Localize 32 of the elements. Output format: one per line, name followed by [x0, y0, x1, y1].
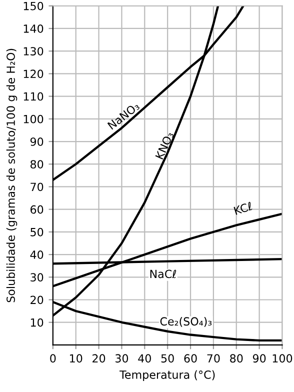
x-tick-label: 70 [207, 354, 220, 363]
y-tick-label: 120 [24, 70, 44, 78]
y-tick-label: 130 [24, 47, 44, 56]
text: KNO₃ [155, 131, 174, 160]
y-tick-label: 30 [30, 273, 44, 282]
x-tick-label: 30 [115, 354, 128, 363]
y-tick-label: 40 [30, 250, 44, 259]
y-tick-label: 100 [24, 114, 44, 124]
y-tick-label: 50 [30, 228, 44, 236]
x-tick-label: 10 [70, 354, 82, 363]
x-tick-label: 20 [92, 354, 106, 363]
x-tick-label: 100 [272, 354, 292, 363]
y-tick-label: 80 [30, 160, 44, 168]
x-tick-label: 90 [252, 354, 266, 363]
x-tick-label: 50 [161, 354, 174, 363]
text: KCℓ [234, 202, 253, 215]
y-tick-label: 70 [30, 182, 44, 192]
x-tick-label: 40 [138, 354, 151, 363]
series-label: NaCℓ [150, 270, 176, 278]
y-tick-label: 20 [30, 296, 44, 304]
x-tick-label: 60 [184, 354, 197, 363]
x-tick-label: 0 [50, 354, 56, 363]
y-axis-title: Solubilidade (gramas de soluto/100 g de H₂O) [6, 48, 18, 302]
y-tick-label: 110 [24, 92, 44, 101]
y-tick-label: 90 [30, 137, 44, 146]
y-tick-label: 10 [30, 318, 44, 327]
series-label: Ce₂(SO₄)₃ [160, 316, 212, 327]
x-tick-label: 80 [230, 354, 243, 363]
y-tick-label: 150 [24, 2, 44, 10]
x-axis-title: Temperatura (°C) [119, 370, 215, 382]
y-tick-label: 60 [30, 205, 44, 214]
y-tick-label: 140 [24, 24, 44, 33]
